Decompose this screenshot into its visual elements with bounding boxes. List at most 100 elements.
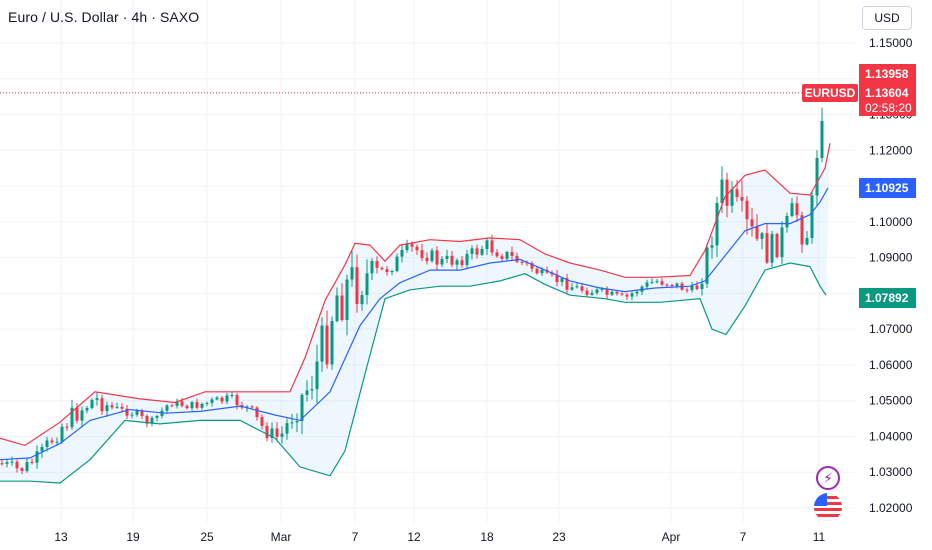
candle-body xyxy=(785,215,789,228)
candle-body xyxy=(170,405,174,407)
candle-body xyxy=(705,247,709,284)
candle-body xyxy=(715,203,719,246)
lightning-icon[interactable]: ⚡ xyxy=(816,466,840,490)
candle-body xyxy=(35,451,39,463)
candle-body xyxy=(520,261,524,263)
candle-body xyxy=(90,399,94,409)
candle-body xyxy=(100,398,104,412)
candle-body xyxy=(415,246,419,251)
candle-body xyxy=(750,219,754,227)
candle-body xyxy=(475,248,479,255)
candle-body xyxy=(60,426,64,442)
candle-body xyxy=(535,268,539,274)
candle-body xyxy=(190,402,194,409)
currency-button[interactable]: USD xyxy=(862,6,912,30)
candle-body xyxy=(95,398,99,400)
candle-body xyxy=(685,289,689,291)
candle-body xyxy=(40,446,44,452)
symbol-tag: EURUSD xyxy=(802,84,858,102)
time-tick-label: 23 xyxy=(552,530,566,544)
price-tick-label: 1.06000 xyxy=(869,358,913,372)
candle-body xyxy=(350,267,354,280)
candle-body xyxy=(595,289,599,293)
last-price-tag: 1.13604 02:58:20 xyxy=(859,84,916,116)
time-tick-label: 11 xyxy=(813,530,826,544)
bollinger-middle-band xyxy=(0,187,829,461)
candle-body xyxy=(665,284,669,286)
time-tick-label: 18 xyxy=(480,530,494,544)
candle-body xyxy=(410,243,414,247)
candle-body xyxy=(55,441,59,443)
candle-body xyxy=(130,414,134,416)
candle-body xyxy=(690,285,694,291)
candle-body xyxy=(360,295,364,305)
candle-body xyxy=(695,285,699,290)
candle-body xyxy=(225,395,229,402)
candle-body xyxy=(740,196,744,201)
time-tick-label: 7 xyxy=(740,530,747,544)
candle-body xyxy=(375,261,379,268)
candle-body xyxy=(575,286,579,288)
candle-body xyxy=(365,273,369,296)
candle-body xyxy=(780,227,784,258)
candle-body xyxy=(230,395,234,397)
candle-body xyxy=(220,397,224,402)
candle-body xyxy=(590,292,594,295)
candle-body xyxy=(820,120,824,158)
candle-body xyxy=(85,408,89,411)
candle-body xyxy=(80,410,84,421)
candle-body xyxy=(615,291,619,294)
candle-body xyxy=(185,405,189,409)
candle-body xyxy=(790,203,794,216)
price-tick-label: 1.02000 xyxy=(869,501,913,515)
candle-body xyxy=(310,389,314,391)
flag-graphic xyxy=(814,493,842,521)
time-tick-label: 12 xyxy=(407,530,421,544)
candle-body xyxy=(155,415,159,418)
candle-body xyxy=(725,179,729,206)
us-flag-icon[interactable] xyxy=(814,493,842,521)
candle-body xyxy=(295,421,299,423)
candle-body xyxy=(495,252,499,257)
candle-body xyxy=(645,282,649,287)
candle-body xyxy=(505,252,509,259)
candle-body xyxy=(20,468,24,472)
candle-body xyxy=(395,256,399,272)
candle-body xyxy=(405,243,409,251)
time-axis[interactable]: 13 19 25 Mar 7 12 18 23 Apr 7 11 xyxy=(54,530,825,544)
candle-body xyxy=(210,399,214,403)
candle-body xyxy=(710,245,714,248)
candle-body xyxy=(380,267,384,270)
candle-body xyxy=(600,288,604,290)
candle-body xyxy=(670,285,674,287)
candle-body xyxy=(180,401,184,406)
bb-middle-tag: 1.10925 xyxy=(859,178,916,198)
price-tick-label: 1.07000 xyxy=(869,322,913,336)
candle-body xyxy=(275,428,279,437)
candle-body xyxy=(530,263,534,269)
candle-body xyxy=(255,407,259,418)
candle-body xyxy=(165,405,169,411)
candle-body xyxy=(25,461,29,472)
candlestick-series xyxy=(0,107,824,475)
candle-body xyxy=(555,274,559,283)
candle-body xyxy=(760,233,764,239)
candle-body xyxy=(0,463,4,465)
price-tick-label: 1.15000 xyxy=(869,36,913,50)
candle-body xyxy=(675,283,679,287)
last-price-value: 1.13604 xyxy=(865,86,909,100)
candle-body xyxy=(75,407,79,421)
candle-body xyxy=(605,288,609,295)
price-tick-label: 1.09000 xyxy=(869,251,913,265)
candle-body xyxy=(510,252,514,256)
candle-body xyxy=(655,281,659,283)
candle-body xyxy=(120,406,124,409)
bb-lower-tag: 1.07892 xyxy=(859,288,916,308)
candle-body xyxy=(470,248,474,254)
candle-body xyxy=(815,157,819,196)
candle-body xyxy=(800,215,804,245)
candle-body xyxy=(280,433,284,437)
candle-body xyxy=(570,287,574,290)
candle-body xyxy=(175,401,179,406)
